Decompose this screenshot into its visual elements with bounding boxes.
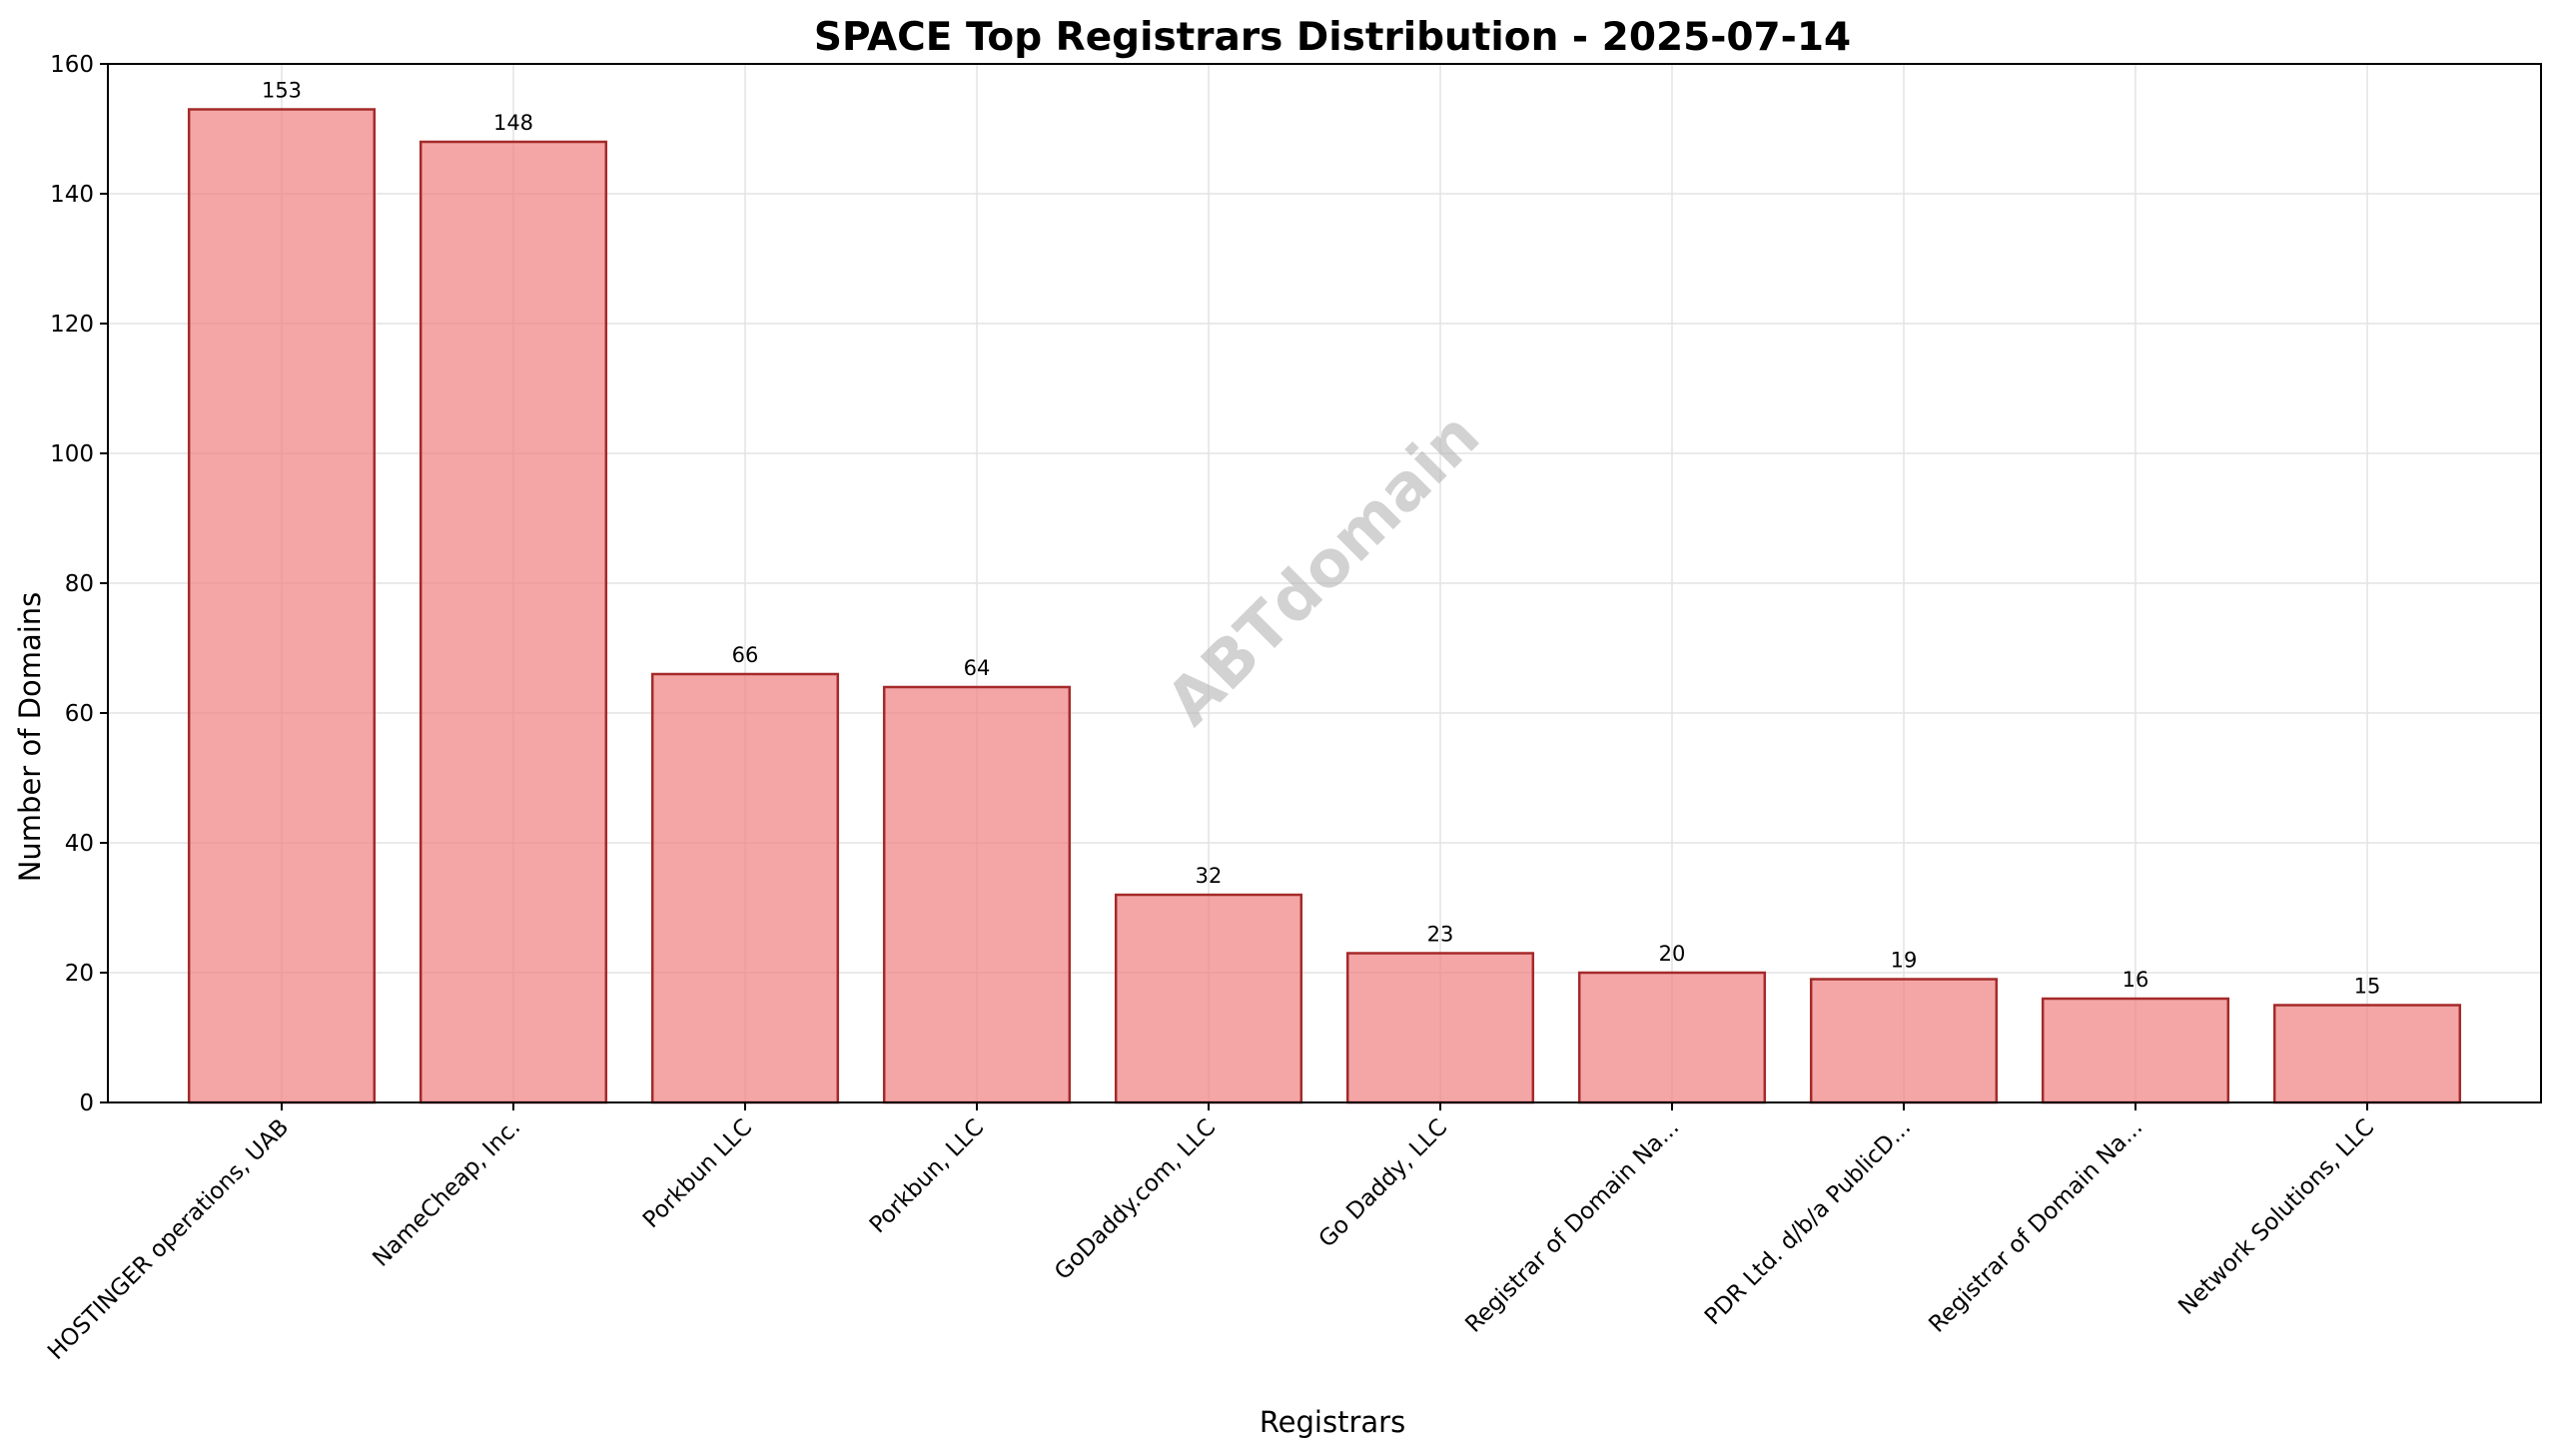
bar xyxy=(1345,952,1535,1104)
y-axis-label: Number of Domains xyxy=(13,592,47,883)
data-label: 64 xyxy=(964,656,991,680)
y-tick-label: 20 xyxy=(65,961,94,987)
x-axis-label: Registrars xyxy=(1260,1405,1405,1439)
bar xyxy=(187,108,377,1104)
bar xyxy=(2272,1004,2462,1104)
x-tick-label: Network Solutions, LLC xyxy=(2173,1114,2379,1320)
bar xyxy=(1809,978,1999,1104)
y-tick-label: 40 xyxy=(65,831,94,857)
data-label: 16 xyxy=(2123,968,2149,992)
x-tick-label: Registrar of Domain Na... xyxy=(1924,1114,2147,1338)
data-label: 153 xyxy=(262,79,302,103)
y-tick-label: 0 xyxy=(79,1091,94,1116)
watermark-text: ABTdomain xyxy=(1153,398,1494,740)
x-tick-label: HOSTINGER operations, UAB xyxy=(43,1114,294,1365)
y-tick-label: 120 xyxy=(50,312,94,338)
y-tick-label: 60 xyxy=(65,701,94,727)
data-label: 148 xyxy=(493,111,533,135)
data-label: 66 xyxy=(732,643,759,667)
bar xyxy=(1577,971,1767,1104)
bar xyxy=(1114,893,1303,1104)
x-tick-label: NameCheap, Inc. xyxy=(368,1114,525,1272)
chart-title: SPACE Top Registrars Distribution - 2025… xyxy=(814,15,1851,60)
bar xyxy=(650,672,840,1104)
data-label: 19 xyxy=(1891,949,1918,973)
bar xyxy=(2041,997,2230,1104)
bars xyxy=(187,108,2462,1104)
x-tick-label: Porkbun LLC xyxy=(638,1114,757,1233)
data-label: 23 xyxy=(1427,923,1454,947)
bar xyxy=(882,685,1072,1104)
data-labels: 153 148 66 64 32 23 20 19 16 15 xyxy=(262,79,2380,999)
y-tick-label: 80 xyxy=(65,571,94,597)
bar xyxy=(419,140,608,1104)
data-label: 20 xyxy=(1659,942,1686,966)
y-axis-ticks: 0 20 40 60 80 100 120 140 160 xyxy=(50,52,108,1116)
y-tick-label: 100 xyxy=(50,441,94,467)
data-label: 32 xyxy=(1196,864,1223,888)
y-tick-label: 140 xyxy=(50,182,94,208)
x-axis-ticks: HOSTINGER operations, UAB NameCheap, Inc.… xyxy=(43,1102,2379,1365)
x-tick-label: Registrar of Domain Na... xyxy=(1460,1114,1684,1338)
data-label: 15 xyxy=(2354,975,2381,999)
x-tick-label: Porkbun, LLC xyxy=(865,1114,989,1238)
x-tick-label: Go Daddy, LLC xyxy=(1314,1114,1453,1253)
x-tick-label: PDR Ltd. d/b/a PublicD... xyxy=(1700,1114,1916,1330)
y-tick-label: 160 xyxy=(50,52,94,78)
x-tick-label: GoDaddy.com, LLC xyxy=(1050,1114,1221,1285)
